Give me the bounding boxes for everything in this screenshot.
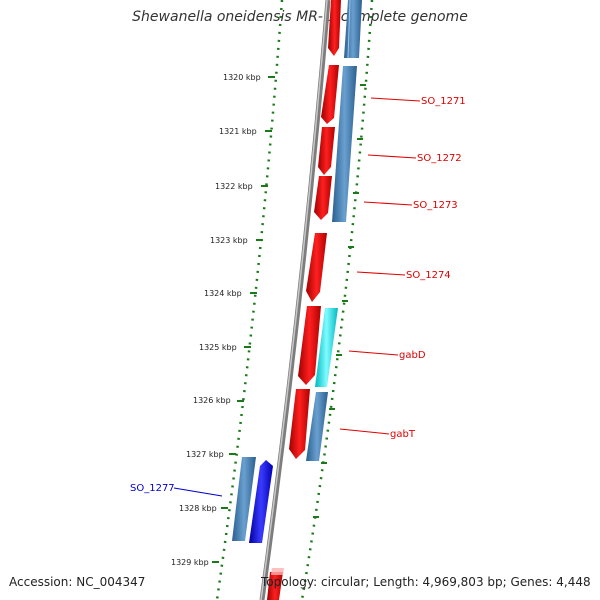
map-title: Shewanella oneidensis MR-1, complete gen… [132, 9, 468, 25]
gene-arrow[interactable] [321, 65, 339, 124]
gene-label-so1272[interactable]: SO_1272 [417, 153, 462, 164]
forward-strand-genes [267, 0, 341, 600]
outer-ticks [313, 84, 366, 518]
tick-label: 1323 kbp [210, 236, 248, 245]
gene-box-cyan[interactable] [315, 308, 338, 387]
gene-label-gabd[interactable]: gabD [399, 350, 426, 361]
gene-label-so1277[interactable]: SO_1277 [130, 483, 175, 494]
gene-arrow[interactable] [267, 572, 283, 600]
tick-label: 1321 kbp [219, 127, 257, 136]
tick-label: 1324 kbp [204, 289, 242, 298]
gene-arrow[interactable] [328, 0, 341, 56]
tick-label: 1325 kbp [199, 343, 237, 352]
reverse-strand-genes [232, 0, 362, 541]
gene-box[interactable] [232, 457, 256, 541]
tick-label: 1320 kbp [223, 73, 261, 82]
gene-box[interactable] [332, 66, 357, 222]
label-connector-so1277 [173, 487, 223, 497]
tick-label: 1327 kbp [186, 450, 224, 459]
gene-arrow-so1277[interactable] [249, 460, 273, 543]
tick-label: 1328 kbp [179, 504, 217, 513]
tick-label: 1322 kbp [215, 182, 253, 191]
gene-arrow[interactable] [318, 127, 335, 175]
gene-arrow[interactable] [306, 233, 327, 302]
label-connectors [339, 97, 421, 435]
gene-box[interactable] [306, 392, 328, 461]
gene-box[interactable] [344, 0, 362, 58]
gene-label-gabt[interactable]: gabT [390, 429, 416, 440]
kbp-ticks [212, 76, 275, 563]
gene-label-so1271[interactable]: SO_1271 [421, 96, 466, 107]
gene-label-so1274[interactable]: SO_1274 [406, 270, 451, 281]
topology-text: Topology: circular; Length: 4,969,803 bp… [261, 575, 591, 589]
gene-arrow[interactable] [314, 176, 332, 220]
tick-label: 1326 kbp [193, 396, 231, 405]
gene-arrow[interactable] [289, 389, 310, 459]
gene-arrow[interactable] [298, 306, 321, 385]
genome-backbone [259, 0, 331, 600]
gene-label-so1273[interactable]: SO_1273 [413, 200, 458, 211]
tick-label: 1329 kbp [171, 558, 209, 567]
accession-text: Accession: NC_004347 [9, 575, 146, 589]
